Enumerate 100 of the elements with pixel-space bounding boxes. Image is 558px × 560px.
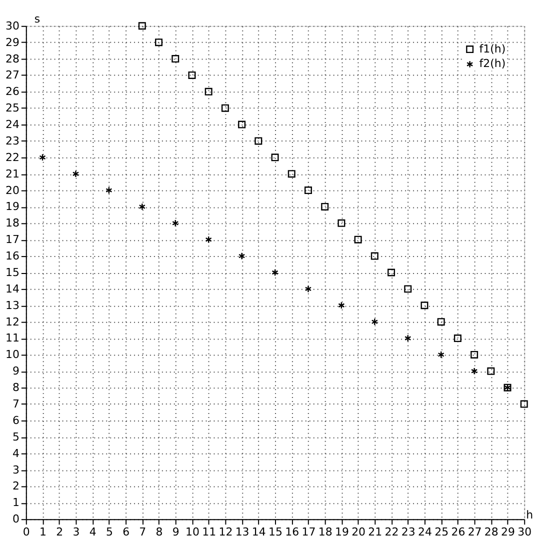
point (338, 219, 346, 227)
point (138, 202, 146, 210)
point (437, 318, 445, 326)
point (172, 219, 179, 227)
y-tick-label: 2 (12, 480, 20, 493)
point (188, 71, 196, 79)
y-tick-label: 7 (12, 398, 20, 411)
y-tick-label: 6 (12, 414, 20, 427)
y-tick-label: 10 (5, 348, 20, 362)
x-tick-label: 9 (172, 526, 180, 539)
y-tick-label: 12 (5, 315, 20, 328)
point (288, 170, 296, 178)
y-tick-label: 22 (5, 150, 20, 164)
y-tick-label: 28 (5, 52, 20, 66)
x-tick-label: 2 (56, 526, 64, 539)
y-tick-label: 3 (12, 463, 20, 476)
point (238, 252, 246, 260)
x-tick-label: 1 (40, 526, 46, 539)
point (371, 318, 378, 326)
y-axis-title: s (34, 12, 40, 26)
point (470, 350, 478, 358)
y-tick-label: 17 (5, 233, 20, 246)
point (238, 120, 246, 128)
point (354, 236, 362, 244)
x-tick-label: 24 (418, 526, 432, 539)
point (321, 202, 329, 210)
point (72, 170, 80, 178)
point (454, 334, 462, 342)
point (487, 367, 495, 375)
x-tick-label: 25 (434, 526, 449, 539)
point (204, 88, 212, 96)
y-tick-label: 30 (5, 19, 20, 32)
y-tick-label: 14 (5, 282, 20, 296)
x-tick-label: 22 (384, 526, 399, 539)
y-tick-label: 24 (5, 118, 20, 132)
y-tick-label: 29 (5, 36, 20, 49)
y-tick-label: 20 (5, 184, 20, 197)
legend-label: f1(h) (479, 42, 506, 56)
x-tick-label: 5 (106, 526, 113, 539)
point (271, 154, 279, 162)
point (155, 38, 163, 46)
y-tick-label: 27 (5, 68, 20, 82)
point (138, 22, 146, 30)
y-tick-label: 11 (5, 332, 20, 345)
y-tick-label: 9 (12, 364, 20, 378)
point (370, 252, 378, 260)
x-tick-label: 20 (352, 526, 366, 539)
y-tick-label: 0 (12, 512, 20, 526)
x-tick-label: 11 (202, 526, 216, 539)
x-axis-title: h (526, 508, 534, 522)
y-tick-label: 15 (5, 266, 20, 279)
point (304, 186, 312, 194)
point (106, 186, 112, 194)
x-tick-label: 13 (235, 526, 250, 539)
x-tick-label: 27 (468, 526, 482, 539)
point (172, 55, 180, 63)
x-tick-label: 10 (186, 526, 200, 539)
point (221, 104, 229, 112)
point (304, 285, 312, 293)
x-tick-label: 18 (318, 526, 332, 539)
point (404, 285, 412, 293)
point (338, 302, 345, 310)
legend-label: f2(h) (479, 57, 506, 70)
point (388, 268, 396, 276)
y-tick-label: 8 (12, 381, 20, 394)
point (254, 137, 262, 145)
x-tick-label: 0 (22, 526, 30, 539)
y-tick-label: 21 (5, 167, 20, 180)
point (205, 236, 212, 244)
point (39, 154, 46, 162)
y-tick-label: 19 (5, 200, 20, 214)
x-tick-label: 12 (218, 526, 233, 539)
y-tick-label: 5 (12, 430, 20, 444)
y-tick-label: 25 (5, 102, 20, 115)
point (272, 268, 278, 276)
y-tick-label: 4 (12, 446, 20, 460)
y-tick-label: 16 (5, 250, 20, 263)
y-tick-label: 23 (5, 134, 20, 148)
x-tick-label: 8 (156, 526, 163, 539)
x-tick-label: 7 (139, 526, 146, 539)
x-tick-label: 21 (368, 526, 382, 539)
x-tick-label: 14 (252, 526, 266, 539)
x-tick-label: 29 (501, 526, 516, 539)
y-tick-label: 26 (5, 85, 20, 98)
x-tick-label: 28 (484, 526, 498, 539)
x-tick-label: 23 (401, 526, 416, 539)
x-tick-label: 17 (302, 526, 316, 539)
point (404, 334, 412, 342)
y-tick-label: 13 (5, 298, 20, 312)
x-tick-label: 6 (122, 526, 130, 539)
point (470, 367, 478, 375)
x-tick-label: 16 (285, 526, 300, 539)
x-tick-label: 3 (72, 526, 80, 539)
y-tick-label: 1 (12, 496, 20, 510)
point (420, 302, 428, 310)
x-tick-label: 15 (268, 526, 283, 539)
x-tick-label: 19 (334, 526, 349, 539)
x-tick-label: 30 (518, 526, 532, 539)
point (520, 400, 528, 408)
point (438, 350, 444, 358)
